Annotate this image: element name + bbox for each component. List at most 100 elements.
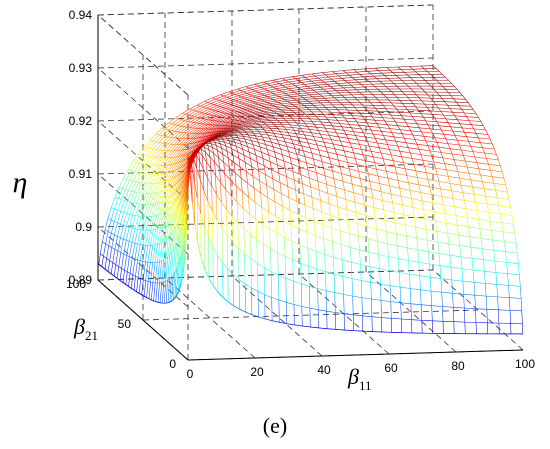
mesh-line-b21-8-26 [321, 211, 331, 216]
mesh-line-b11-3-12 [181, 221, 184, 229]
mesh-line-b11-22-3 [293, 281, 295, 305]
mesh-line-b11-12-17 [209, 139, 212, 141]
mesh-line-b11-0-10 [179, 280, 182, 287]
mesh-line-b11-22-39 [222, 107, 226, 109]
mesh-line-b21-32-12 [176, 150, 183, 158]
mesh-line-b11-29-38 [285, 93, 289, 96]
mesh-line-b11-35-4 [409, 288, 412, 304]
mesh-line-b21-30-44 [464, 112, 477, 114]
mesh-line-b21-23-34 [371, 129, 382, 132]
mesh-line-b11-19-21 [245, 126, 248, 129]
mesh-line-b11-35-29 [367, 110, 371, 114]
mesh-line-b21-4-24 [308, 266, 317, 270]
mesh-line-b11-8-45 [119, 187, 123, 189]
mesh-line-b11-11-4 [221, 201, 223, 229]
mesh-line-b21-19-25 [296, 133, 305, 136]
mesh-line-b21-34-11 [165, 157, 172, 166]
mesh-line-b11-25-9 [311, 197, 314, 209]
mesh-line-b11-33-13 [379, 183, 382, 192]
mesh-line-b11-36-36 [359, 91, 363, 95]
mesh-line-b21-0-13 [233, 305, 240, 310]
mesh-line-b11-24-14 [296, 153, 299, 161]
mesh-line-b11-39-38 [385, 86, 389, 90]
mesh-line-b21-35-24 [250, 103, 259, 107]
mesh-line-b21-10-43 [491, 229, 504, 233]
mesh-line-b11-38-23 [412, 134, 416, 140]
mesh-line-b21-36-17 [195, 123, 203, 129]
mesh-line-b11-39-17 [435, 168, 438, 175]
mesh-line-b11-29-4 [351, 278, 353, 297]
mesh-line-b21-40-4 [120, 225, 124, 238]
mesh-line-b11-17-12 [247, 146, 250, 153]
mesh-line-b11-38-41 [365, 78, 370, 82]
mesh-line-b11-37-31 [383, 105, 387, 109]
mesh-line-b21-11-1 [179, 255, 182, 291]
mesh-line-b21-44-1 [101, 256, 104, 267]
mesh-line-b11-24-8 [304, 204, 307, 218]
mesh-line-b21-9-40 [458, 234, 470, 237]
mesh-line-b11-33-37 [326, 91, 330, 94]
mesh-line-b11-28-10 [336, 196, 339, 207]
mesh-line-b11-11-27 [183, 159, 186, 161]
mesh-line-b11-24-6 [306, 232, 309, 249]
mesh-line-b21-45-10 [127, 161, 134, 170]
mesh-line-b11-25-40 [244, 97, 248, 100]
mesh-line-b11-34-30 [354, 107, 358, 111]
mesh-line-b21-18-30 [342, 145, 352, 148]
mesh-line-b11-25-27 [278, 114, 282, 117]
mesh-line-b21-13-25 [306, 162, 315, 166]
mesh-line-b11-21-34 [229, 114, 233, 116]
mesh-line-b11-32-16 [364, 160, 367, 167]
mesh-line-b21-18-33 [371, 151, 382, 154]
mesh-line-b21-41-11 [145, 156, 152, 165]
mesh-line-b21-17-30 [344, 150, 354, 154]
mesh-line-b21-16-41 [459, 177, 471, 181]
mesh-line-b21-12-44 [500, 213, 513, 216]
mesh-line-b21-30-24 [263, 110, 272, 112]
mesh-line-b21-32-4 [142, 230, 147, 245]
mesh-line-b21-4-40 [463, 294, 475, 296]
mesh-line-b11-45-3 [521, 310, 523, 324]
mesh-line-b11-11-18 [202, 144, 205, 147]
mesh-line-b11-13-4 [231, 216, 234, 243]
mesh-line-b21-9-27 [329, 203, 339, 208]
mesh-line-b21-43-28 [261, 85, 271, 88]
mesh-line-b21-10-1 [180, 249, 183, 287]
mesh-line-b21-29-3 [147, 245, 151, 263]
mesh-line-b11-41-31 [426, 107, 430, 111]
mesh-line-b21-4-35 [410, 288, 421, 291]
mesh-line-b11-25-38 [249, 100, 254, 103]
mesh-line-b21-4-5 [195, 154, 200, 162]
mesh-line-b21-0-27 [335, 329, 345, 331]
mesh-line-b11-14-5 [236, 202, 239, 223]
mesh-line-b11-28-9 [337, 206, 340, 219]
mesh-line-b11-37-42 [352, 77, 356, 81]
mesh-line-b11-12-12 [217, 139, 220, 142]
mesh-line-b11-38-13 [431, 194, 433, 203]
mesh-line-b11-45-7 [518, 263, 520, 275]
mesh-line-b21-21-18 [238, 126, 246, 129]
mesh-line-b21-29-44 [466, 116, 479, 118]
mesh-line-b11-32-36 [319, 93, 323, 97]
mesh-line-b21-16-23 [285, 141, 294, 145]
mesh-line-b21-13-42 [475, 201, 488, 205]
mesh-line-b11-8-23 [178, 179, 181, 183]
mesh-line-b21-32-24 [258, 107, 267, 110]
mesh-line-b21-15-35 [396, 173, 407, 176]
mesh-line-b11-38-29 [398, 112, 402, 116]
mesh-line-b21-13-43 [487, 203, 499, 206]
mesh-line-b21-31-24 [260, 108, 270, 111]
mesh-line-b21-10-33 [383, 209, 394, 213]
mesh-line-b11-35-36 [348, 92, 353, 96]
mesh-line-b21-44-7 [117, 188, 123, 199]
mesh-line-b11-20-13 [266, 149, 269, 156]
mesh-line-b21-32-22 [242, 110, 251, 114]
mesh-line-b21-41-14 [162, 136, 169, 144]
mesh-line-b11-18-7 [260, 192, 262, 208]
mesh-line-b21-39-27 [264, 93, 274, 96]
mesh-line-b11-32-35 [321, 95, 325, 99]
mesh-line-b21-34-24 [253, 105, 262, 108]
mesh-line-b11-41-40 [401, 80, 406, 84]
mesh-line-b21-26-3 [154, 244, 158, 263]
mesh-line-b21-27-11 [183, 153, 189, 161]
